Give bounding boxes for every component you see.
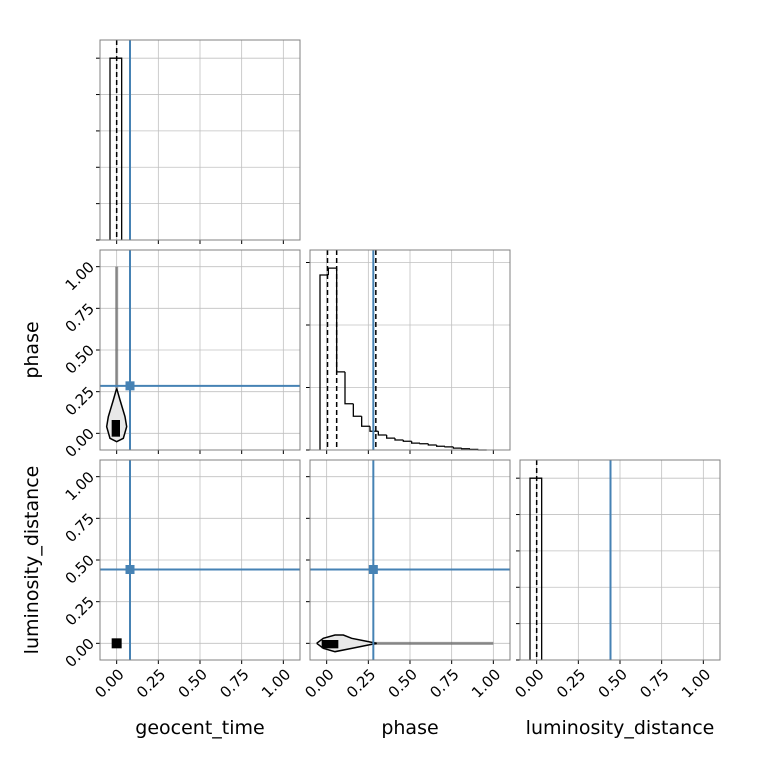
x-tick-label: 0.75	[216, 665, 252, 701]
truth-marker	[368, 565, 378, 574]
x-tick-label: 0.00	[91, 665, 127, 701]
truth-marker	[125, 565, 135, 574]
hist-bin	[386, 435, 395, 439]
x-axis-label: luminosity_distance	[526, 717, 715, 739]
density-core	[111, 420, 120, 437]
density-core	[111, 638, 122, 649]
hist-bin	[461, 448, 470, 450]
hist-bin	[427, 443, 437, 446]
x-tick-label: 1.00	[468, 665, 504, 701]
y-tick-label: 0.00	[62, 425, 98, 461]
panel-frame	[99, 39, 301, 241]
x-tick-label: 1.00	[258, 665, 294, 701]
hist-bin	[394, 438, 404, 441]
density-core	[321, 640, 339, 649]
y-tick-label: 0.50	[62, 341, 98, 377]
x-axis-label: geocent_time	[135, 717, 264, 739]
panel-frame	[309, 459, 511, 661]
x-tick-label: 0.25	[553, 665, 589, 701]
hist-bin	[369, 426, 379, 432]
x-tick-label: 0.00	[301, 665, 337, 701]
hist-bin	[452, 446, 462, 449]
x-tick-label: 0.25	[133, 665, 169, 701]
panel-frame	[309, 249, 511, 451]
y-tick-label: 0.75	[62, 300, 98, 336]
x-tick-label: 0.50	[175, 665, 211, 701]
panel-frame	[519, 459, 721, 661]
hist-bin	[336, 268, 345, 373]
hist-bin	[327, 267, 337, 275]
x-tick-label: 0.50	[595, 665, 631, 701]
y-tick-label: 0.25	[62, 383, 98, 419]
hist-bin	[109, 57, 123, 240]
panel-frame	[99, 459, 301, 661]
x-tick-label: 0.75	[636, 665, 672, 701]
hist-bin	[419, 443, 429, 445]
x-tick-label: 1.00	[678, 665, 714, 701]
y-tick-label: 1.00	[62, 468, 98, 504]
x-tick-label: 0.75	[426, 665, 462, 701]
hist-bin	[411, 441, 420, 444]
panel-frame	[99, 249, 301, 451]
hist-bin	[402, 440, 412, 442]
truth-marker	[125, 381, 135, 391]
hist-bin	[469, 448, 479, 451]
y-tick-label: 0.00	[62, 635, 98, 671]
x-axis-label: phase	[381, 717, 438, 739]
y-tick-label: 0.25	[62, 593, 98, 629]
x-tick-label: 0.00	[511, 665, 547, 701]
hist-bin	[319, 274, 329, 450]
y-axis-label: luminosity_distance	[21, 466, 43, 655]
hist-bin	[444, 446, 454, 448]
hist-bin	[436, 445, 445, 447]
y-tick-label: 0.75	[62, 510, 98, 546]
y-tick-label: 1.00	[62, 258, 98, 294]
hist-bin	[529, 477, 543, 660]
x-tick-label: 0.25	[343, 665, 379, 701]
hist-bin	[352, 403, 362, 417]
x-tick-label: 0.50	[385, 665, 421, 701]
hist-bin	[361, 416, 370, 427]
hist-bin	[377, 431, 387, 436]
hist-bin	[344, 371, 354, 405]
y-axis-label: phase	[21, 321, 43, 378]
y-tick-label: 0.50	[62, 551, 98, 587]
